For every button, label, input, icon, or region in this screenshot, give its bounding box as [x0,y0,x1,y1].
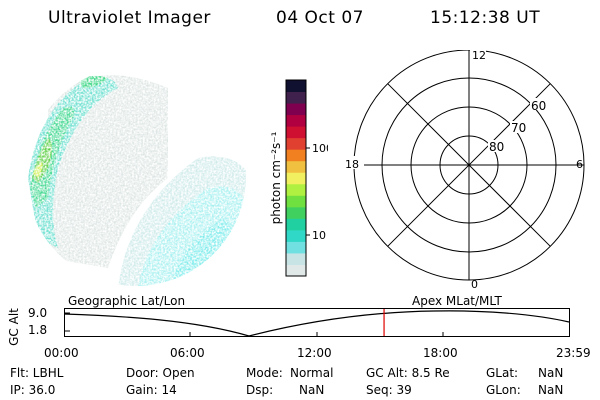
glat-value: NaN [538,366,564,380]
x-tick-0600: 06:00 [170,346,205,360]
colorbar-segment [286,183,306,196]
colorbar-segment [286,126,306,139]
colorbar-gradient [286,80,306,277]
observation-time: 15:12:38 UT [430,8,541,28]
auroral-image [28,75,246,286]
colorbar-segment [286,264,306,277]
colorbar-segment [286,91,306,104]
timeline-right-label: Apex MLat/MLT [412,294,502,308]
colorbar-segment [286,137,306,150]
colorbar-segment [286,172,306,185]
mlt-label-0: 0 [471,278,478,290]
timeline-left-label: Geographic Lat/Lon [68,294,186,308]
y-tick-1-8: 1.8 [28,323,48,337]
lat-label-60: 60 [531,99,546,113]
colorbar: 100 10 photon cm⁻²s⁻¹ [269,79,328,277]
x-tick-1200: 12:00 [297,346,332,360]
colorbar-segment [286,229,306,242]
colorbar-segment [286,160,306,173]
polar-grid: 12 18 6 0 80 70 60 [344,50,585,290]
filter-readout: Flt: LBHL [10,366,64,380]
observation-date: 04 Oct 07 [276,8,364,28]
gain-readout: Gain: 14 [126,383,177,397]
timeline-y-axis-label: GC Alt [7,308,21,346]
glon-value: NaN [538,383,564,397]
seq-readout: Seq: 39 [366,383,412,397]
dsp-label: Dsp: [246,383,274,397]
colorbar-segment [286,195,306,208]
y-tick-9: 9.0 [28,306,48,320]
colorbar-segment [286,103,306,116]
x-tick-2359: 23:59 [556,346,591,360]
glon-label: GLon: [486,383,521,397]
colorbar-segment [286,149,306,162]
altitude-timeline [64,308,570,337]
dsp-value: NaN [299,383,325,397]
colorbar-unit-label: photon cm⁻²s⁻¹ [269,131,283,224]
gc-alt-readout: GC Alt: 8.5 Re [366,366,450,380]
colorbar-segment [286,80,306,93]
door-readout: Door: Open [126,366,195,380]
mlt-label-6: 6 [576,158,583,171]
lat-label-70: 70 [511,121,526,135]
mlt-label-12: 12 [472,50,486,62]
colorbar-tick-10: 10 [312,229,326,242]
colorbar-tick-100: 100 [312,142,328,155]
colorbar-segment [286,114,306,127]
mlt-label-18: 18 [345,158,359,171]
ip-readout: IP: 36.0 [10,383,56,397]
colorbar-segment [286,241,306,254]
mode-value: Normal [290,366,334,380]
lat-label-80: 80 [489,140,504,154]
mode-label: Mode: [246,366,283,380]
colorbar-segment [286,206,306,219]
glat-label: GLat: [486,366,519,380]
colorbar-segment [286,218,306,231]
x-tick-1800: 18:00 [423,346,458,360]
x-tick-0000: 00:00 [44,346,79,360]
instrument-title: Ultraviolet Imager [48,8,211,28]
colorbar-segment [286,252,306,265]
